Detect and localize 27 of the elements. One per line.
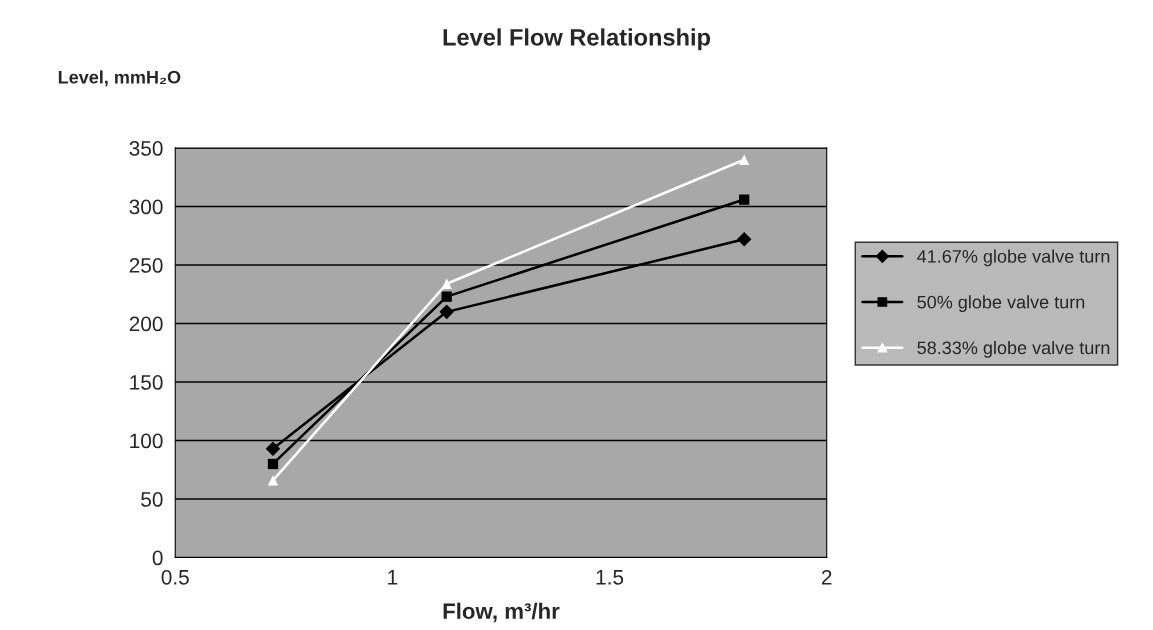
x-tick-label: 0.5 xyxy=(161,569,189,585)
point xyxy=(739,154,750,165)
x-axis-title: Flow, m³/hr xyxy=(443,602,560,623)
point xyxy=(265,441,281,457)
y-axis-title: Level, mmH₂O xyxy=(58,70,181,87)
legend-label: 58.33% globe valve turn xyxy=(917,340,1110,358)
y-tick-label: 300 xyxy=(129,199,163,215)
y-tick-label: 100 xyxy=(130,433,163,449)
y-tick-label: 200 xyxy=(129,316,163,332)
x-tick-label: 1.5 xyxy=(596,570,624,585)
point xyxy=(736,232,752,247)
point xyxy=(267,475,279,486)
x-tick-label: 1 xyxy=(388,570,398,585)
y-tick-label: 350 xyxy=(129,141,163,156)
point xyxy=(439,304,454,320)
y-tick-label: 250 xyxy=(129,258,163,273)
x-tick-label: 2 xyxy=(821,569,832,585)
legend-label: 50% globe valve turn xyxy=(917,295,1085,313)
y-tick-label: 0 xyxy=(152,550,163,566)
y-tick-label: 150 xyxy=(130,375,163,390)
point xyxy=(441,278,452,289)
legend-label: 41.67% globe valve turn xyxy=(917,249,1110,267)
chart-title: Level Flow Relationship xyxy=(443,28,711,51)
y-tick-label: 50 xyxy=(141,492,163,507)
point xyxy=(739,194,750,205)
point xyxy=(441,291,452,302)
point xyxy=(267,458,279,470)
